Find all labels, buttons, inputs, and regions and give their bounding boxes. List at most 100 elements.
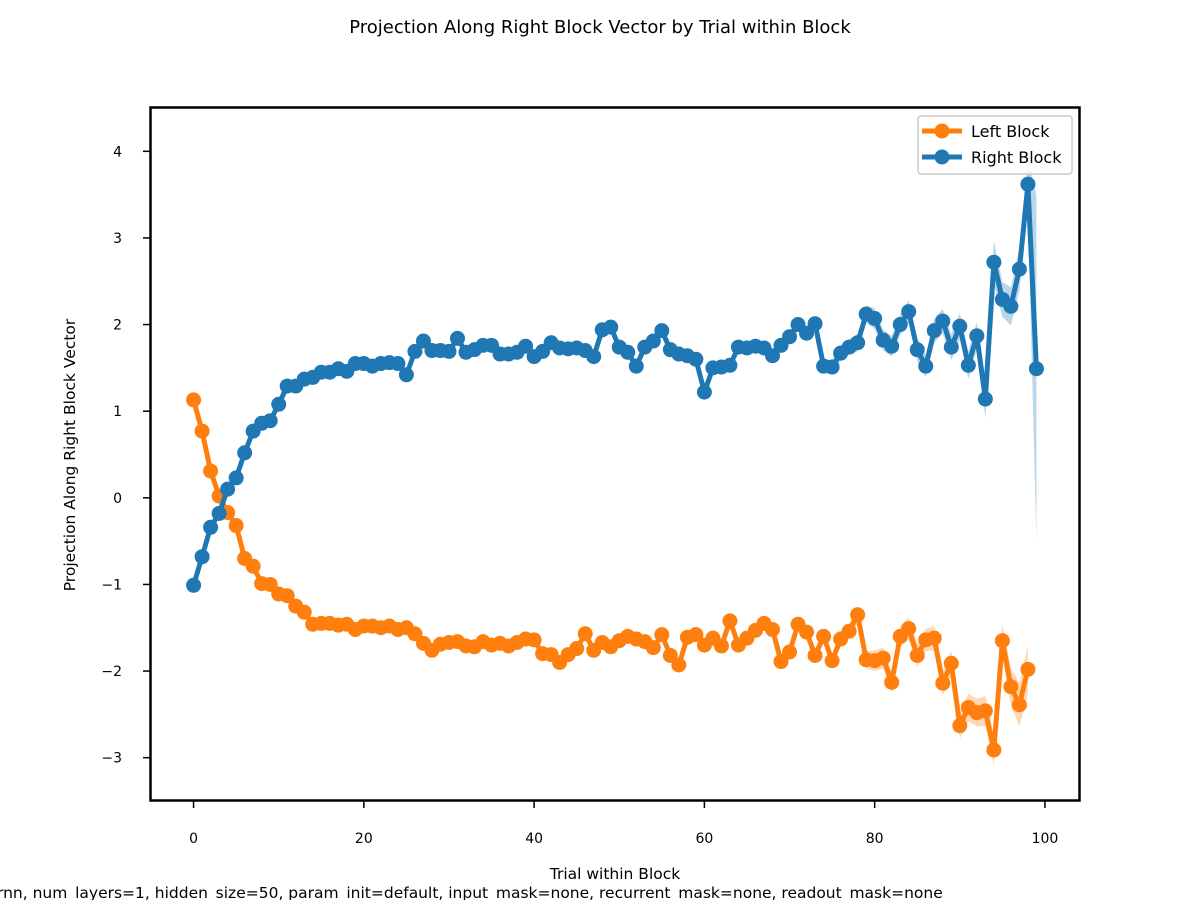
point-right-block bbox=[867, 311, 883, 326]
point-left-block bbox=[994, 633, 1010, 649]
point-left-block bbox=[986, 742, 1002, 758]
y-tick-label: 3 bbox=[113, 231, 122, 247]
legend-swatch-left-block-marker bbox=[934, 123, 950, 139]
point-left-block bbox=[909, 647, 925, 663]
point-right-block bbox=[696, 384, 712, 400]
legend-label-right-block: Right Block bbox=[971, 148, 1062, 167]
point-right-block bbox=[943, 339, 959, 355]
point-left-block bbox=[1011, 697, 1027, 713]
point-right-block bbox=[824, 359, 840, 375]
point-right-block bbox=[186, 577, 202, 593]
point-right-block bbox=[237, 445, 253, 461]
point-left-block bbox=[203, 463, 219, 479]
x-tick-label: 0 bbox=[189, 831, 198, 847]
point-right-block bbox=[220, 481, 236, 497]
point-right-block bbox=[645, 333, 661, 349]
x-axis: 0 20 40 60 80 100 bbox=[189, 801, 1058, 847]
point-left-block bbox=[186, 392, 202, 408]
x-tick-label: 80 bbox=[866, 831, 884, 847]
point-left-block bbox=[1003, 679, 1019, 695]
point-left-block bbox=[824, 653, 840, 669]
point-right-block bbox=[884, 338, 900, 354]
y-tick-label: 0 bbox=[113, 491, 122, 507]
series-layer bbox=[186, 158, 1044, 766]
point-right-block bbox=[782, 329, 798, 345]
x-tick-label: 20 bbox=[355, 831, 373, 847]
point-right-block bbox=[654, 323, 670, 339]
point-right-block bbox=[850, 335, 866, 351]
point-right-block bbox=[518, 338, 534, 354]
point-left-block bbox=[671, 657, 687, 673]
point-left-block bbox=[1020, 661, 1036, 677]
point-left-block bbox=[926, 630, 942, 646]
point-right-block bbox=[262, 413, 278, 429]
point-right-block bbox=[628, 358, 644, 374]
point-left-block bbox=[977, 703, 993, 719]
series-line-left-block bbox=[191, 399, 1031, 753]
y-tick-label: 1 bbox=[113, 404, 122, 420]
point-left-block bbox=[901, 621, 917, 637]
point-left-block bbox=[688, 627, 704, 643]
point-right-block bbox=[441, 343, 457, 359]
point-right-block bbox=[398, 367, 414, 383]
y-tick-label: −3 bbox=[101, 751, 122, 767]
point-left-block bbox=[799, 624, 815, 640]
y-tick-label: −1 bbox=[101, 577, 122, 593]
point-left-block bbox=[526, 632, 542, 648]
point-left-block bbox=[935, 675, 951, 691]
point-right-block bbox=[586, 349, 602, 365]
y-tick-label: 4 bbox=[113, 144, 122, 160]
x-axis-label: Trial within Block bbox=[549, 865, 680, 883]
point-left-block bbox=[722, 613, 738, 629]
point-left-block bbox=[816, 628, 832, 644]
point-left-block bbox=[850, 607, 866, 623]
point-left-block bbox=[782, 644, 798, 660]
point-right-block bbox=[892, 317, 908, 333]
point-right-block bbox=[901, 304, 917, 320]
point-right-block bbox=[211, 505, 227, 521]
series-line-right-block bbox=[191, 181, 1039, 587]
x-tick-label: 100 bbox=[1032, 831, 1059, 847]
point-right-block bbox=[1011, 261, 1027, 277]
point-right-block bbox=[1020, 176, 1036, 192]
point-right-block bbox=[960, 357, 976, 373]
point-right-block bbox=[194, 549, 210, 565]
point-left-block bbox=[952, 718, 968, 734]
point-left-block bbox=[245, 558, 261, 574]
point-right-block bbox=[807, 316, 823, 332]
axes-frame bbox=[149, 106, 1081, 802]
point-right-block bbox=[228, 470, 244, 486]
point-left-block bbox=[884, 674, 900, 690]
band-left-block bbox=[193, 398, 1028, 766]
point-right-block bbox=[1028, 361, 1044, 377]
point-left-block bbox=[194, 423, 210, 439]
point-right-block bbox=[688, 351, 704, 367]
point-left-block bbox=[228, 518, 244, 534]
point-left-block bbox=[943, 655, 959, 671]
point-right-block bbox=[969, 328, 985, 344]
figure-caption: rnn, num_layers=1, hidden_size=50, param… bbox=[0, 884, 943, 900]
point-right-block bbox=[203, 519, 219, 535]
point-left-block bbox=[807, 647, 823, 663]
y-axis-label: Projection Along Right Block Vector bbox=[61, 318, 79, 591]
point-right-block bbox=[407, 343, 423, 359]
point-right-block bbox=[977, 391, 993, 407]
y-tick-label: −2 bbox=[101, 664, 122, 680]
point-left-block bbox=[654, 627, 670, 643]
point-right-block bbox=[722, 357, 738, 373]
point-left-block bbox=[279, 588, 295, 604]
point-right-block bbox=[935, 313, 951, 329]
legend: Left Block Right Block bbox=[917, 115, 1073, 175]
point-right-block bbox=[986, 254, 1002, 270]
point-right-block bbox=[909, 342, 925, 358]
point-left-block bbox=[569, 641, 585, 657]
legend-label-left-block: Left Block bbox=[971, 122, 1050, 141]
y-tick-label: 2 bbox=[113, 318, 122, 334]
point-right-block bbox=[1003, 298, 1019, 314]
y-axis: −3 −2 −1 0 1 2 3 4 bbox=[101, 144, 151, 767]
x-tick-label: 60 bbox=[695, 831, 713, 847]
point-left-block bbox=[841, 623, 857, 639]
point-right-block bbox=[390, 356, 406, 372]
point-left-block bbox=[713, 638, 729, 654]
